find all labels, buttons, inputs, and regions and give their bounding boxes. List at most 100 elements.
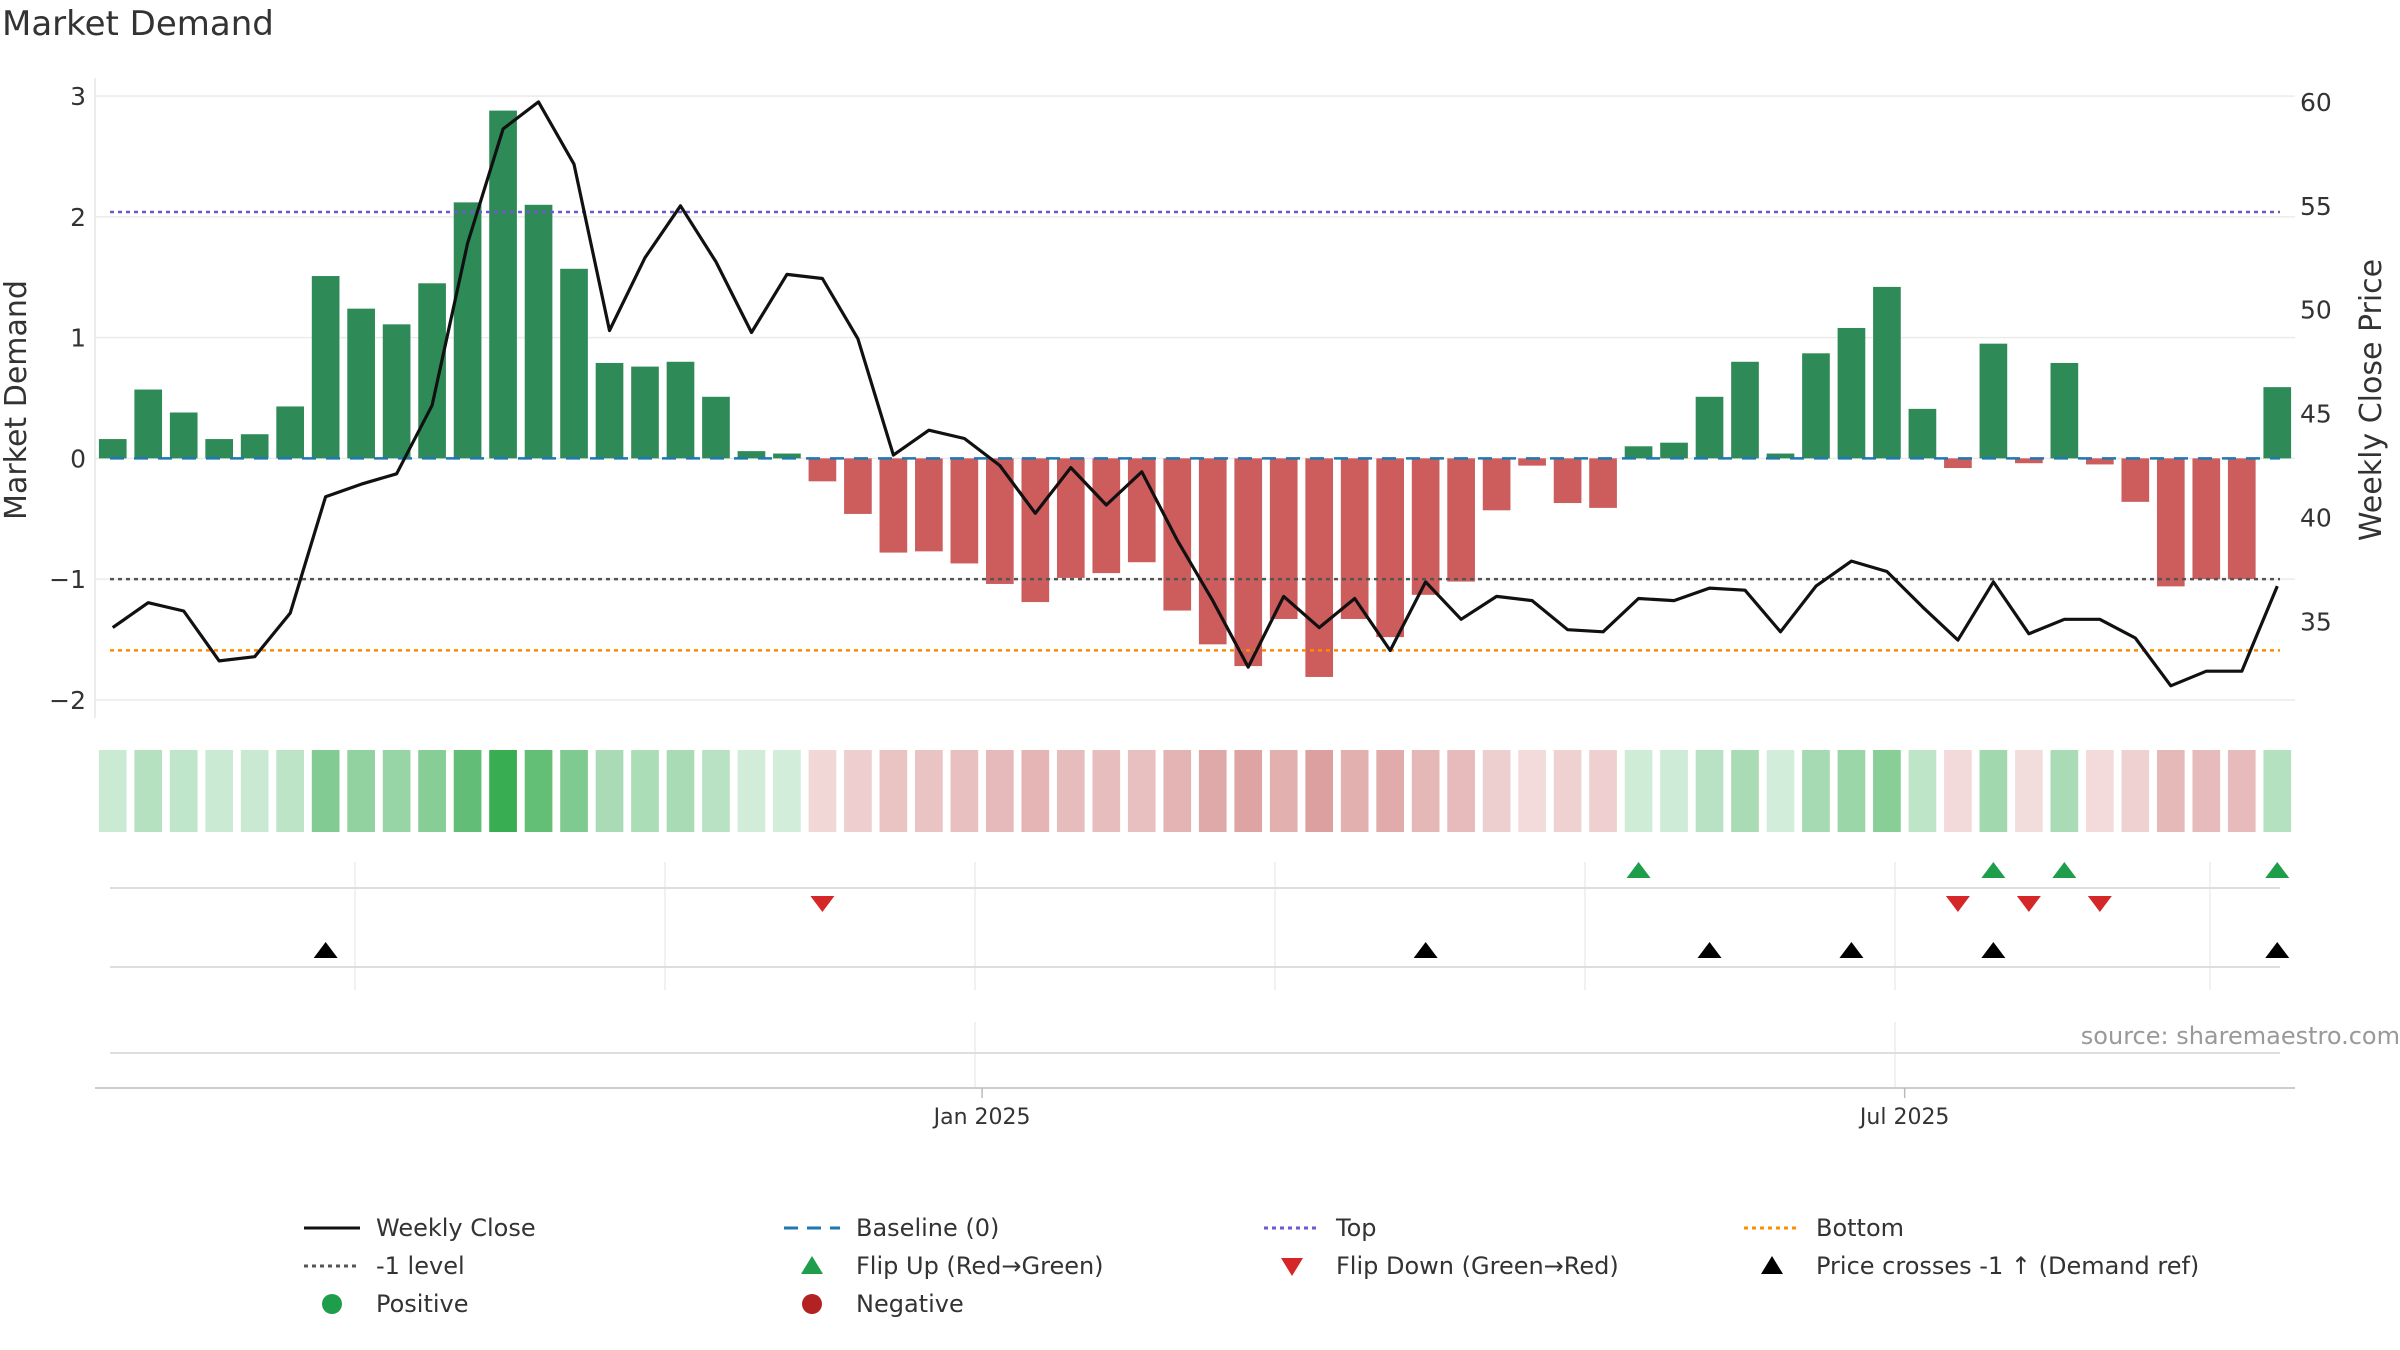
heat-cell	[844, 750, 872, 832]
price-cross-marker	[1839, 942, 1864, 958]
positive-bar	[205, 439, 234, 459]
line-dashed-icon	[784, 1226, 840, 1230]
heat-cell	[2263, 750, 2292, 832]
negative-bar	[1092, 458, 1121, 574]
legend-label: Negative	[856, 1290, 964, 1318]
heat-cell	[1092, 750, 1121, 832]
legend-item-minus-one: -1 level	[300, 1248, 465, 1284]
positive-bar	[347, 308, 375, 459]
legend-item-flip-down: Flip Down (Green→Red)	[1260, 1248, 1619, 1284]
legend: Weekly Close Baseline (0) Top Bottom -1 …	[300, 1210, 2260, 1330]
heat-cell	[1447, 750, 1475, 832]
positive-bar	[2050, 362, 2079, 459]
legend-item-positive: Positive	[300, 1286, 469, 1322]
negative-bar	[2156, 458, 2185, 587]
positive-bar	[276, 406, 304, 459]
heat-cell	[1163, 750, 1192, 832]
flip-up-marker	[1626, 862, 1651, 878]
triangle-down-icon	[1281, 1258, 1303, 1276]
heat-cell	[1411, 750, 1440, 832]
negative-bar	[1376, 458, 1404, 638]
heat-cell	[915, 750, 943, 832]
negative-bar	[1021, 458, 1050, 603]
positive-bar	[1802, 353, 1830, 459]
legend-label: Top	[1336, 1214, 1377, 1242]
heat-cell	[702, 750, 730, 832]
price-cross-marker	[1981, 942, 2006, 958]
heat-cell	[1340, 750, 1369, 832]
positive-bar	[2263, 387, 2292, 459]
heat-cell	[1305, 750, 1334, 832]
heat-cell	[1944, 750, 1972, 832]
negative-bar	[950, 458, 979, 564]
heat-cell	[240, 750, 269, 832]
heat-cell	[631, 750, 659, 832]
heat-cell	[1766, 750, 1795, 832]
heat-cell	[1589, 750, 1617, 832]
triangle-up-icon	[1761, 1256, 1783, 1274]
heat-cell	[1376, 750, 1404, 832]
negative-bar	[1269, 458, 1298, 619]
legend-item-flip-up: Flip Up (Red→Green)	[780, 1248, 1104, 1284]
positive-bar	[1873, 286, 1901, 459]
heat-cell	[879, 750, 908, 832]
heat-cell	[666, 750, 695, 832]
heat-cell	[134, 750, 163, 832]
heat-cell	[382, 750, 411, 832]
positive-bar	[489, 110, 517, 459]
positive-bar	[1731, 361, 1759, 459]
line-solid-icon	[304, 1226, 360, 1230]
legend-label: Weekly Close	[376, 1214, 536, 1242]
heat-cell	[737, 750, 766, 832]
negative-bar	[1553, 458, 1582, 504]
heat-cell	[1660, 750, 1688, 832]
y-tick-label: 0	[70, 444, 86, 473]
heat-cell	[595, 750, 624, 832]
positive-bar	[773, 453, 801, 459]
heat-cell	[2156, 750, 2185, 832]
positive-bar	[134, 389, 163, 459]
heat-cell	[205, 750, 234, 832]
heat-cell	[1269, 750, 1298, 832]
y2-tick-label: 45	[2300, 400, 2332, 429]
flip-down-marker	[2087, 896, 2112, 912]
heat-cell	[1695, 750, 1724, 832]
heat-cell	[276, 750, 304, 832]
y2-tick-label: 60	[2300, 88, 2332, 117]
price-cross-marker	[313, 942, 338, 958]
heat-cell	[2121, 750, 2150, 832]
heat-cell	[2086, 750, 2114, 832]
x-tick-label: Jan 2025	[932, 1105, 1031, 1130]
heat-cell	[2227, 750, 2256, 832]
positive-bar	[311, 276, 340, 459]
heat-cell	[1731, 750, 1759, 832]
heat-cell	[1837, 750, 1866, 832]
negative-bar	[2121, 458, 2150, 502]
heat-cell	[986, 750, 1014, 832]
heat-cell	[1553, 750, 1582, 832]
positive-bar	[631, 366, 659, 459]
heat-cell	[808, 750, 837, 832]
negative-bar	[1198, 458, 1227, 645]
price-cross-marker	[2265, 942, 2290, 958]
positive-bar	[1979, 343, 2008, 459]
positive-bar	[240, 434, 269, 459]
positive-bar	[524, 204, 553, 459]
negative-bar	[915, 458, 943, 552]
heat-cell	[1518, 750, 1546, 832]
y2-tick-label: 55	[2300, 192, 2332, 221]
line-dotted-icon	[304, 1264, 360, 1268]
flip-down-marker	[1945, 896, 1970, 912]
flip-up-marker	[1981, 862, 2006, 878]
page-title: Market Demand	[2, 4, 274, 44]
heat-cell	[1873, 750, 1901, 832]
negative-bar	[2192, 458, 2221, 580]
legend-label: Positive	[376, 1290, 469, 1318]
positive-bar	[1766, 453, 1795, 459]
positive-bar	[666, 361, 695, 459]
heat-cell	[1979, 750, 2008, 832]
legend-label: Flip Up (Red→Green)	[856, 1252, 1104, 1280]
negative-bar	[844, 458, 872, 514]
negative-bar	[2086, 458, 2114, 465]
legend-item-negative: Negative	[780, 1286, 964, 1322]
